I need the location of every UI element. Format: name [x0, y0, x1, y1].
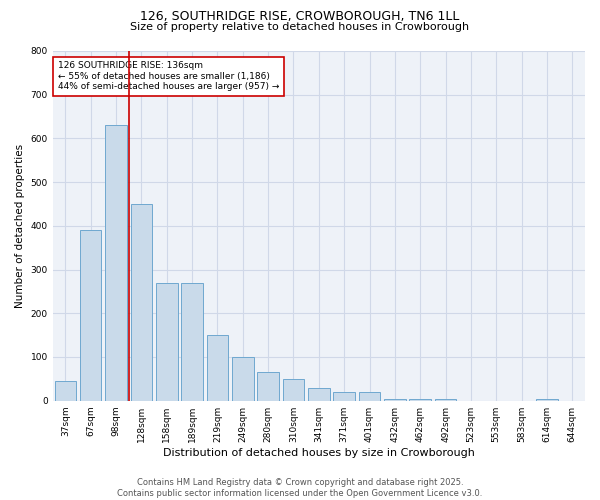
- Bar: [359, 392, 380, 400]
- Bar: [283, 379, 304, 400]
- Bar: [334, 392, 355, 400]
- Bar: [105, 126, 127, 400]
- Bar: [257, 372, 279, 400]
- Bar: [536, 398, 558, 400]
- Bar: [232, 357, 254, 401]
- Bar: [409, 398, 431, 400]
- Bar: [55, 381, 76, 400]
- Y-axis label: Number of detached properties: Number of detached properties: [15, 144, 25, 308]
- Bar: [131, 204, 152, 400]
- Text: Size of property relative to detached houses in Crowborough: Size of property relative to detached ho…: [130, 22, 470, 32]
- Text: 126 SOUTHRIDGE RISE: 136sqm
← 55% of detached houses are smaller (1,186)
44% of : 126 SOUTHRIDGE RISE: 136sqm ← 55% of det…: [58, 62, 280, 92]
- Bar: [80, 230, 101, 400]
- Text: Contains HM Land Registry data © Crown copyright and database right 2025.
Contai: Contains HM Land Registry data © Crown c…: [118, 478, 482, 498]
- Text: 126, SOUTHRIDGE RISE, CROWBOROUGH, TN6 1LL: 126, SOUTHRIDGE RISE, CROWBOROUGH, TN6 1…: [140, 10, 460, 23]
- X-axis label: Distribution of detached houses by size in Crowborough: Distribution of detached houses by size …: [163, 448, 475, 458]
- Bar: [206, 335, 228, 400]
- Bar: [156, 282, 178, 401]
- Bar: [384, 398, 406, 400]
- Bar: [308, 388, 329, 400]
- Bar: [435, 398, 457, 400]
- Bar: [181, 282, 203, 401]
